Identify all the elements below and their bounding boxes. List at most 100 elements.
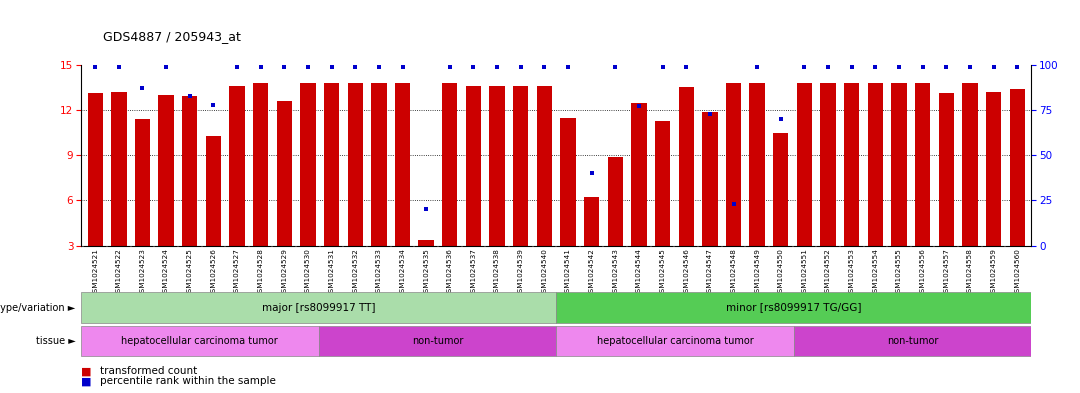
Point	[464, 64, 482, 70]
Text: tissue ►: tissue ►	[36, 336, 76, 346]
Text: hepatocellular carcinoma tumor: hepatocellular carcinoma tumor	[596, 336, 754, 346]
Point	[347, 64, 364, 70]
Bar	[794, 325, 1031, 356]
Text: non-tumor: non-tumor	[411, 336, 463, 346]
Point	[299, 64, 316, 70]
Point	[890, 64, 907, 70]
Point	[985, 64, 1002, 70]
Text: GSM1024559: GSM1024559	[990, 248, 997, 297]
Text: GSM1024560: GSM1024560	[1014, 248, 1021, 297]
Bar	[915, 83, 930, 246]
Text: ■: ■	[81, 366, 92, 376]
Point	[914, 64, 931, 70]
Bar	[300, 83, 315, 246]
Point	[701, 110, 718, 117]
Text: GSM1024537: GSM1024537	[471, 248, 476, 297]
Point	[820, 64, 837, 70]
Point	[961, 64, 978, 70]
Bar	[939, 94, 954, 246]
Bar	[395, 83, 410, 246]
Bar	[797, 83, 812, 246]
Bar	[556, 325, 794, 356]
Point	[205, 101, 222, 108]
Point	[110, 64, 127, 70]
Text: GSM1024521: GSM1024521	[92, 248, 98, 297]
Point	[583, 170, 600, 176]
Bar	[159, 95, 174, 246]
Bar	[867, 83, 883, 246]
Bar	[442, 83, 458, 246]
Text: GSM1024557: GSM1024557	[943, 248, 949, 297]
Text: GSM1024550: GSM1024550	[778, 248, 784, 297]
Bar	[348, 83, 363, 246]
Bar	[183, 97, 198, 246]
Bar	[372, 83, 387, 246]
Point	[654, 64, 672, 70]
Bar	[319, 325, 556, 356]
Bar	[561, 118, 576, 246]
Text: GSM1024525: GSM1024525	[187, 248, 192, 297]
Text: percentile rank within the sample: percentile rank within the sample	[100, 376, 276, 386]
Point	[677, 64, 694, 70]
Bar	[324, 83, 339, 246]
Point	[937, 64, 955, 70]
Point	[796, 64, 813, 70]
Point	[772, 116, 789, 122]
Text: GSM1024553: GSM1024553	[849, 248, 854, 297]
Text: GSM1024549: GSM1024549	[754, 248, 760, 297]
Point	[725, 201, 742, 207]
Point	[1009, 64, 1026, 70]
Bar	[891, 83, 907, 246]
Bar	[276, 101, 292, 246]
Text: GSM1024530: GSM1024530	[305, 248, 311, 297]
Text: GSM1024548: GSM1024548	[730, 248, 737, 297]
Text: ■: ■	[81, 376, 92, 386]
Bar	[537, 86, 552, 246]
Text: GSM1024526: GSM1024526	[211, 248, 216, 297]
Bar	[205, 136, 221, 246]
Bar	[773, 133, 788, 246]
Text: GSM1024552: GSM1024552	[825, 248, 832, 297]
Text: GSM1024527: GSM1024527	[234, 248, 240, 297]
Bar	[632, 103, 647, 246]
Point	[536, 64, 553, 70]
Bar	[986, 92, 1001, 246]
Text: GSM1024558: GSM1024558	[967, 248, 973, 297]
Text: hepatocellular carcinoma tumor: hepatocellular carcinoma tumor	[121, 336, 279, 346]
Point	[323, 64, 340, 70]
Bar	[87, 94, 103, 246]
Text: GSM1024546: GSM1024546	[684, 248, 689, 297]
Text: GSM1024535: GSM1024535	[423, 248, 429, 297]
Text: GSM1024545: GSM1024545	[660, 248, 665, 297]
Point	[275, 64, 293, 70]
Point	[158, 64, 175, 70]
Text: GSM1024543: GSM1024543	[612, 248, 619, 297]
Bar	[608, 157, 623, 246]
Bar	[678, 88, 694, 246]
Bar	[1010, 89, 1025, 246]
Point	[418, 206, 435, 213]
Text: GSM1024532: GSM1024532	[352, 248, 359, 297]
Point	[607, 64, 624, 70]
Bar	[489, 86, 504, 246]
Point	[134, 85, 151, 92]
Text: GSM1024522: GSM1024522	[116, 248, 122, 297]
Bar	[111, 92, 126, 246]
Bar	[465, 86, 481, 246]
Text: GSM1024551: GSM1024551	[801, 248, 808, 297]
Text: GDS4887 / 205943_at: GDS4887 / 205943_at	[103, 30, 241, 43]
Text: GSM1024536: GSM1024536	[447, 248, 453, 297]
Text: GSM1024540: GSM1024540	[541, 248, 548, 297]
Text: GSM1024544: GSM1024544	[636, 248, 642, 297]
Bar	[513, 86, 528, 246]
Bar	[81, 292, 556, 323]
Bar	[229, 86, 245, 246]
Bar	[81, 325, 319, 356]
Text: GSM1024533: GSM1024533	[376, 248, 382, 297]
Text: GSM1024529: GSM1024529	[281, 248, 287, 297]
Bar	[654, 121, 671, 246]
Text: transformed count: transformed count	[100, 366, 198, 376]
Point	[370, 64, 388, 70]
Bar	[702, 112, 717, 246]
Point	[867, 64, 885, 70]
